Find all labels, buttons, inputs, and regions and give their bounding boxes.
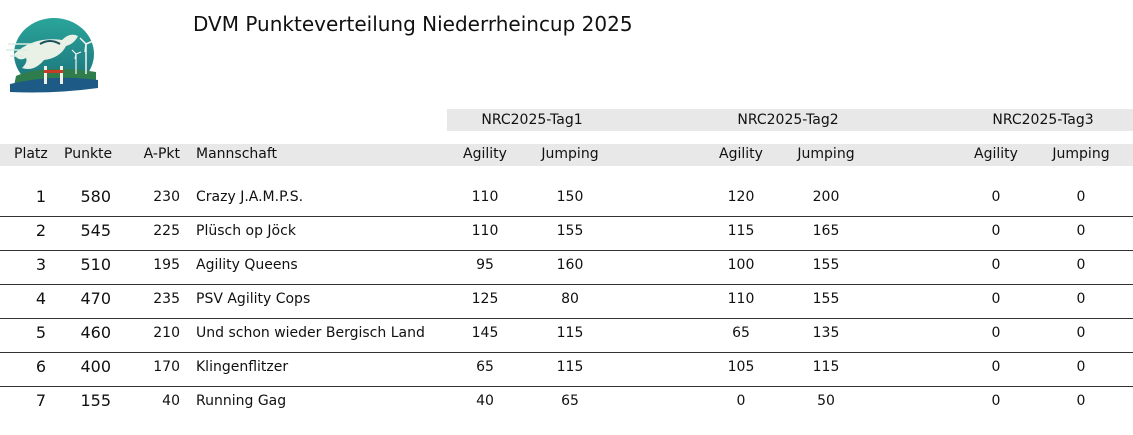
platz-cell: 3 (35, 255, 46, 274)
col-day2-agility-header: Agility (719, 146, 763, 162)
day1-header: NRC2025-Tag1 (481, 112, 583, 128)
day1-agility-cell: 40 (476, 393, 494, 409)
platz-cell: 4 (35, 289, 46, 308)
apkt-cell: 225 (153, 223, 180, 239)
day2-jumping-cell: 135 (812, 325, 840, 341)
apkt-cell: 230 (153, 189, 180, 205)
day1-jumping-cell: 160 (556, 257, 584, 273)
column-header-band (0, 144, 1133, 166)
day2-jumping-cell: 165 (812, 223, 840, 239)
day1-agility-cell: 95 (476, 257, 494, 273)
team-name-cell: PSV Agility Cops (196, 291, 311, 307)
day2-agility-cell: 100 (727, 257, 755, 273)
day3-jumping-cell: 0 (1076, 325, 1086, 341)
day2-jumping-cell: 200 (812, 189, 840, 205)
dog-agility-logo-icon (6, 18, 98, 93)
team-name-cell: Und schon wieder Bergisch Land (196, 325, 425, 341)
punkte-cell: 510 (80, 255, 111, 274)
day3-jumping-cell: 0 (1076, 291, 1086, 307)
punkte-cell: 155 (80, 391, 111, 410)
team-name-cell: Plüsch op Jöck (196, 223, 296, 239)
platz-cell: 2 (35, 221, 46, 240)
day3-agility-cell: 0 (991, 189, 1001, 205)
day1-jumping-cell: 80 (561, 291, 579, 307)
apkt-cell: 210 (153, 325, 180, 341)
col-platz-header: Platz (14, 146, 48, 162)
row-divider (0, 284, 1133, 285)
platz-cell: 6 (35, 357, 46, 376)
day2-agility-cell: 110 (727, 291, 755, 307)
col-day3-agility-header: Agility (974, 146, 1018, 162)
day1-jumping-cell: 115 (556, 359, 584, 375)
apkt-cell: 195 (153, 257, 180, 273)
day2-agility-cell: 120 (727, 189, 755, 205)
day3-agility-cell: 0 (991, 291, 1001, 307)
day3-agility-cell: 0 (991, 325, 1001, 341)
row-divider (0, 386, 1133, 387)
day3-jumping-cell: 0 (1076, 393, 1086, 409)
col-mannschaft-header: Mannschaft (196, 146, 278, 162)
day2-jumping-cell: 155 (812, 257, 840, 273)
day1-jumping-cell: 65 (561, 393, 579, 409)
day1-jumping-cell: 150 (556, 189, 584, 205)
apkt-cell: 170 (153, 359, 180, 375)
day3-jumping-cell: 0 (1076, 359, 1086, 375)
day1-agility-cell: 110 (471, 223, 499, 239)
team-name-cell: Crazy J.A.M.P.S. (196, 189, 304, 205)
day1-agility-cell: 110 (471, 189, 499, 205)
day2-jumping-cell: 115 (812, 359, 840, 375)
team-name-cell: Agility Queens (196, 257, 298, 273)
day2-agility-cell: 0 (736, 393, 746, 409)
day3-jumping-cell: 0 (1076, 189, 1086, 205)
day3-agility-cell: 0 (991, 257, 1001, 273)
punkte-cell: 545 (80, 221, 111, 240)
col-punkte-header: Punkte (64, 146, 113, 162)
platz-cell: 7 (35, 391, 46, 410)
punkte-cell: 400 (80, 357, 111, 376)
day1-jumping-cell: 155 (556, 223, 584, 239)
day1-jumping-cell: 115 (556, 325, 584, 341)
team-name-cell: Klingenflitzer (196, 359, 289, 375)
day3-header: NRC2025-Tag3 (992, 112, 1094, 128)
punkte-cell: 470 (80, 289, 111, 308)
row-divider (0, 318, 1133, 319)
apkt-cell: 235 (153, 291, 180, 307)
day1-agility-cell: 125 (471, 291, 499, 307)
day2-agility-cell: 115 (727, 223, 755, 239)
col-day3-jumping-header: Jumping (1052, 146, 1110, 162)
day3-jumping-cell: 0 (1076, 257, 1086, 273)
day3-agility-cell: 0 (991, 393, 1001, 409)
day1-agility-cell: 65 (476, 359, 494, 375)
col-day1-jumping-header: Jumping (541, 146, 599, 162)
day1-agility-cell: 145 (471, 325, 499, 341)
punkte-cell: 460 (80, 323, 111, 342)
day2-agility-cell: 65 (732, 325, 750, 341)
apkt-cell: 40 (162, 393, 180, 409)
day2-header: NRC2025-Tag2 (737, 112, 839, 128)
platz-cell: 1 (35, 187, 46, 206)
row-divider (0, 250, 1133, 251)
day-header-band (447, 109, 1133, 131)
platz-cell: 5 (35, 323, 46, 342)
row-divider (0, 352, 1133, 353)
day2-jumping-cell: 155 (812, 291, 840, 307)
day2-jumping-cell: 50 (817, 393, 835, 409)
day3-agility-cell: 0 (991, 359, 1001, 375)
row-divider (0, 216, 1133, 217)
col-apkt-header: A-Pkt (143, 146, 180, 162)
team-name-cell: Running Gag (196, 393, 287, 409)
day2-agility-cell: 105 (727, 359, 755, 375)
page-title: DVM Punkteverteilung Niederrheincup 2025 (193, 12, 633, 36)
col-day2-jumping-header: Jumping (797, 146, 855, 162)
punkte-cell: 580 (80, 187, 111, 206)
day3-jumping-cell: 0 (1076, 223, 1086, 239)
day3-agility-cell: 0 (991, 223, 1001, 239)
col-day1-agility-header: Agility (463, 146, 507, 162)
